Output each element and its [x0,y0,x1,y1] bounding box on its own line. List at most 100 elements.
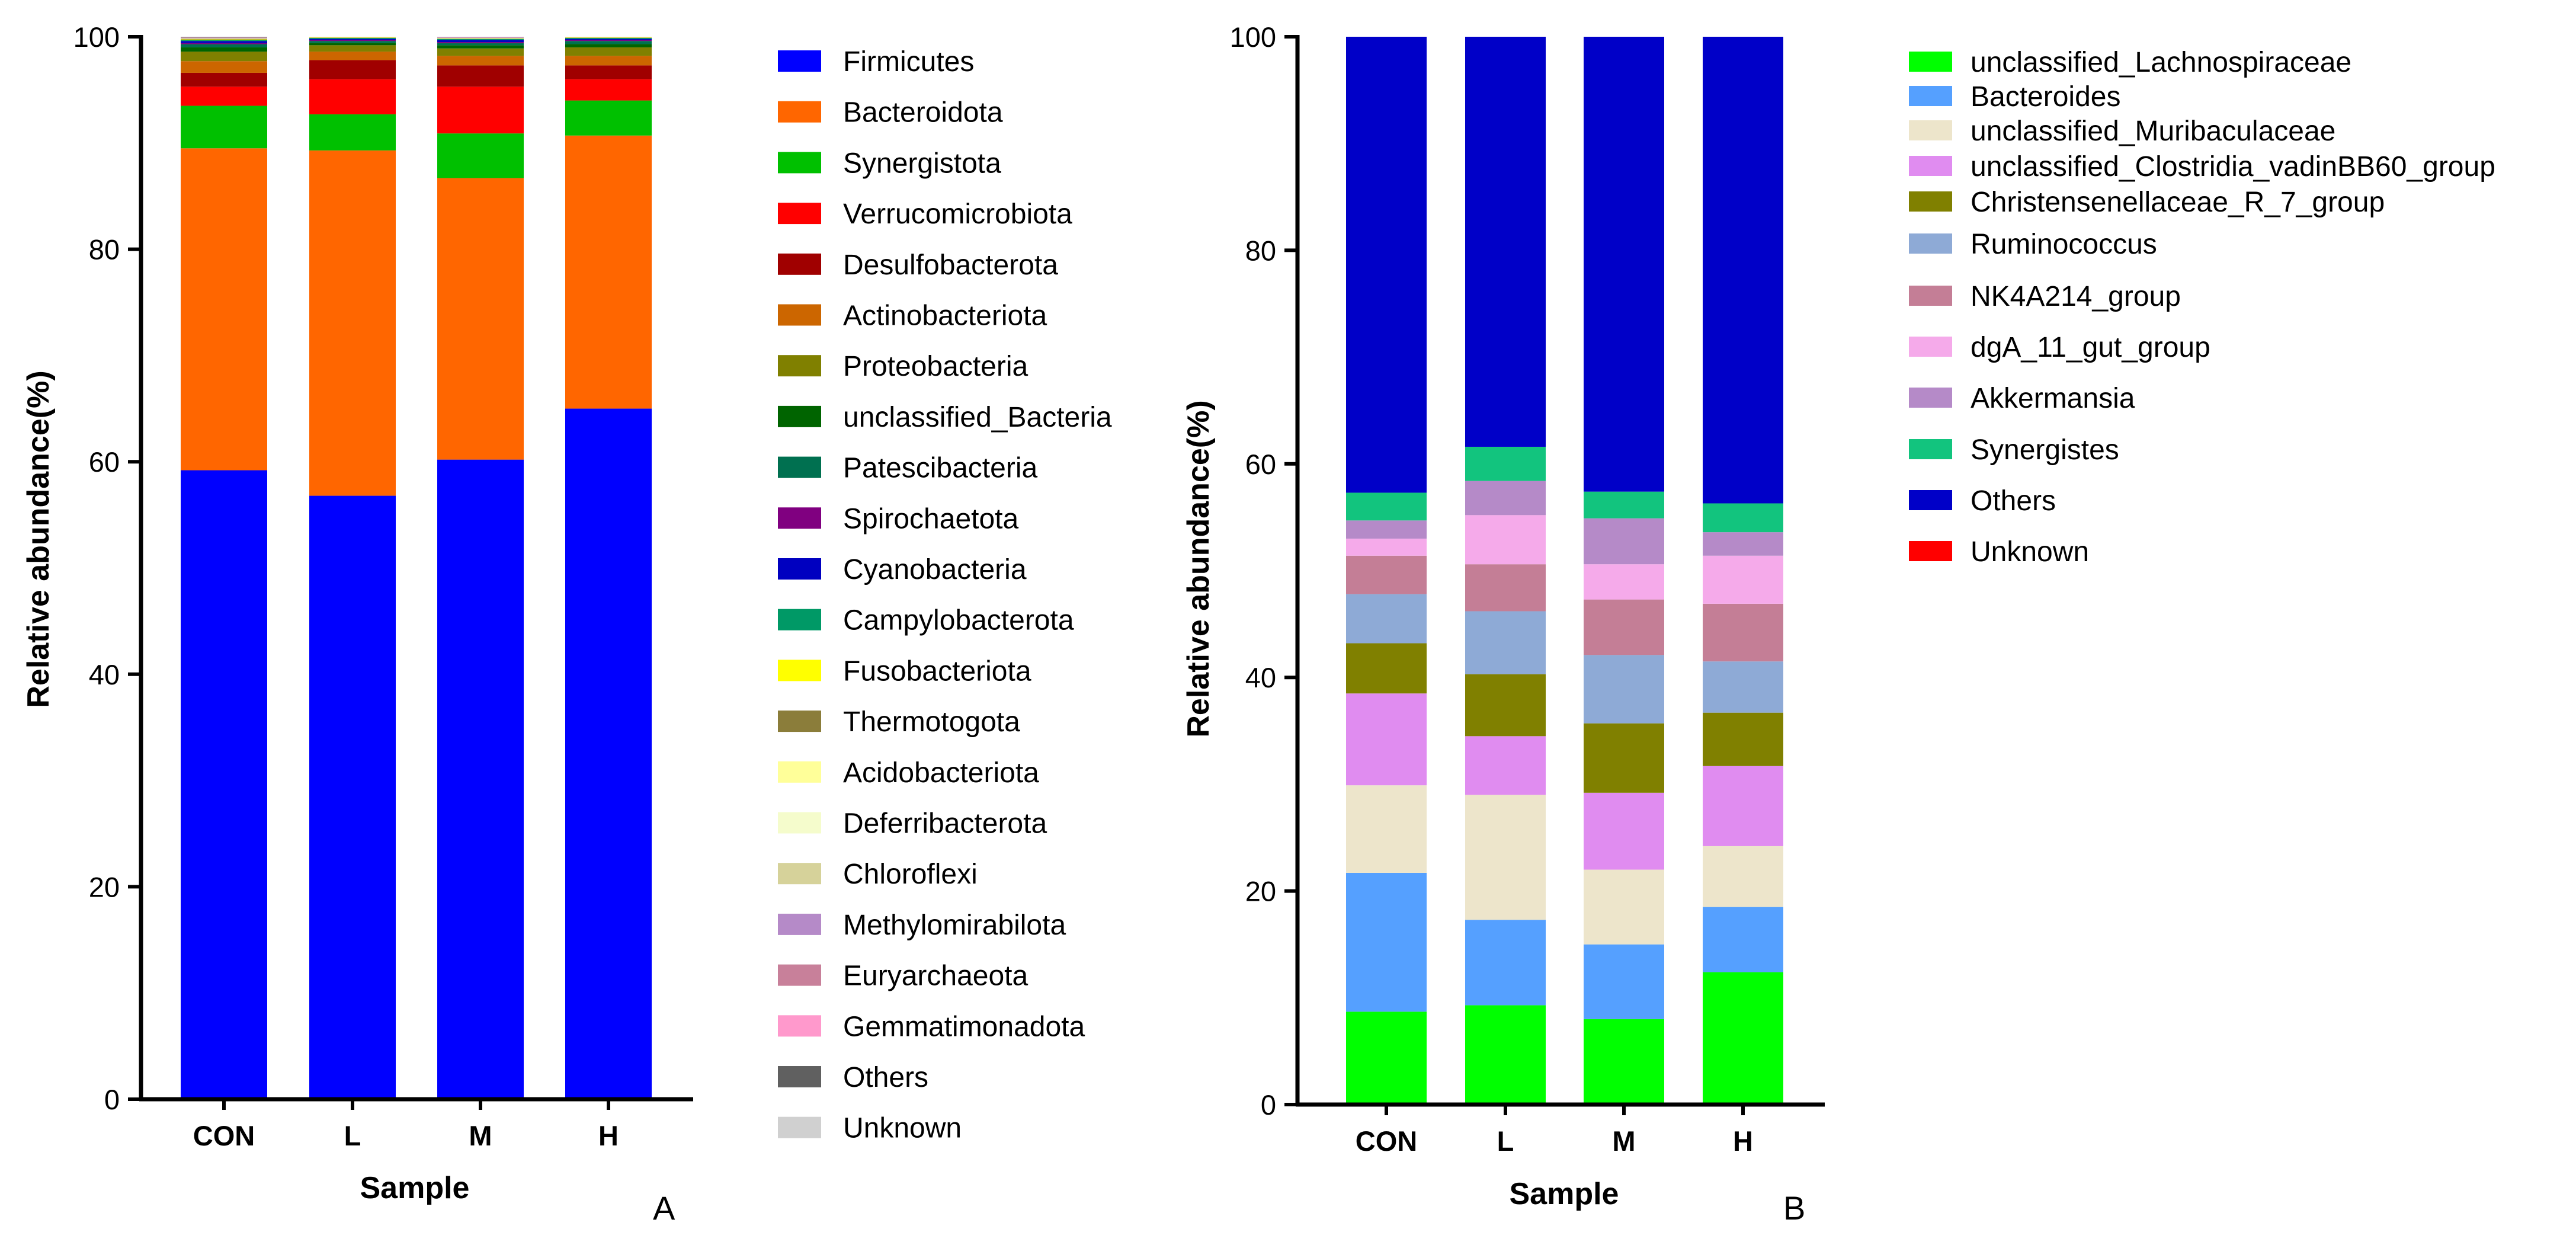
bar-segment-b-con-nk4a214-group [1346,555,1427,594]
bar-segment-b-con-ruminococcus [1346,594,1427,644]
legend-swatch-a-firmicutes [778,50,821,72]
legend-label-b-unclassified-clostridia-vadinbb60-group: unclassified_Clostridia_vadinBB60_group [1971,151,2495,183]
legend-swatch-a-patescibacteria [778,456,821,478]
bar-segment-a-con-patescibacteria [181,44,267,47]
legend-swatch-b-bacteroides [1909,86,1952,106]
y-tick-label-b-0: 0 [1261,1089,1276,1121]
bar-segment-b-l-ruminococcus [1465,611,1546,674]
legend-swatch-a-acidobacteriota [778,761,821,783]
bar-segment-a-con-campylobacterota [181,40,267,41]
bar-segment-a-l-actinobacteriota [309,52,396,60]
panel-b-xlabel: Sample [1510,1177,1619,1211]
bar-segment-a-l-acidobacteriota [309,37,396,38]
bar-segment-b-m-unclassified-clostridia-vadinbb60-group [1584,792,1664,870]
legend-label-b-nk4a214-group: NK4A214_group [1971,281,2181,312]
x-tick-label-b-h: H [1733,1125,1753,1157]
bar-segment-b-h-christensenellaceae-r-7-group [1703,712,1783,766]
bar-segment-a-h-desulfobacterota [565,65,652,79]
legend-swatch-b-synergistes [1909,439,1952,459]
y-tick-label-a-0: 0 [104,1084,120,1115]
bar-segment-a-h-fusobacteriota [565,37,652,38]
panel-a-xlabel: Sample [360,1171,470,1205]
legend-label-b-ruminococcus: Ruminococcus [1971,229,2157,260]
bar-segment-a-m-campylobacterota [437,39,524,40]
bar-segment-a-l-campylobacterota [309,37,396,39]
x-tick-label-b-m: M [1612,1125,1635,1157]
bar-segment-a-l-synergistota [309,114,396,151]
bar-segment-b-l-akkermansia [1465,481,1546,516]
bar-segment-b-con-dga-11-gut-group [1346,538,1427,556]
bar-segment-a-con-synergistota [181,105,267,149]
bar-segment-b-h-unclassified-muribaculaceae [1703,846,1783,907]
bar-segment-b-l-nk4a214-group [1465,564,1546,612]
y-tick-label-b-80: 80 [1245,235,1276,266]
bar-segment-b-m-unclassified-muribaculaceae [1584,869,1664,945]
bar-segment-a-h-unclassified-bacteria [565,44,652,47]
bar-segment-b-m-unclassified-lachnospiraceae [1584,1019,1664,1105]
panel-b-label: B [1783,1189,1805,1227]
legend-swatch-b-unclassified-clostridia-vadinbb60-group [1909,156,1952,176]
bar-segment-a-h-verrucomicrobiota [565,79,652,101]
bar-segment-a-h-cyanobacteria [565,39,652,40]
legend-label-a-synergistota: Synergistota [843,148,1001,179]
legend-swatch-b-unclassified-lachnospiraceae [1909,52,1952,72]
bar-segment-a-m-firmicutes [437,459,524,1099]
bar-segment-a-h-thermotogota [565,37,652,38]
bar-segment-b-m-ruminococcus [1584,655,1664,724]
panel-a-axes: CON L M H 0 20 40 60 80 100 [73,21,693,1151]
bar-segment-b-l-dga-11-gut-group [1465,515,1546,565]
legend-label-a-campylobacterota: Campylobacterota [843,605,1074,636]
x-tick-label-b-l: L [1497,1125,1514,1157]
panel-b-ylabel: Relative abundance(%) [1181,400,1216,737]
bar-segment-b-l-christensenellaceae-r-7-group [1465,674,1546,737]
bar-segment-b-m-synergistes [1584,491,1664,519]
panel-a-chart: CON L M H 0 20 40 60 80 100 Relative abundance(%)… [21,21,1112,1227]
bar-segment-b-h-others [1703,37,1783,504]
bar-segment-a-l-proteobacteria [309,45,396,52]
legend-label-a-firmicutes: Firmicutes [843,46,974,78]
y-tick-label-a-100: 100 [73,21,120,53]
legend-label-b-unknown: Unknown [1971,536,2089,568]
bar-segment-b-l-unclassified-clostridia-vadinbb60-group [1465,736,1546,795]
legend-swatch-b-dga-11-gut-group [1909,337,1952,357]
legend-label-b-dga-11-gut-group: dgA_11_gut_group [1971,332,2210,363]
bar-segment-a-h-spirochaetota [565,40,652,41]
x-tick-label-a-m: M [469,1120,492,1151]
bar-segment-b-con-unclassified-muribaculaceae [1346,785,1427,873]
bar-segment-a-h-proteobacteria [565,47,652,56]
bar-segment-b-h-dga-11-gut-group [1703,555,1783,604]
legend-swatch-a-euryarchaeota [778,964,821,986]
bar-segment-a-m-gemmatimonadota [437,37,524,38]
bar-segment-a-m-chloroflexi [437,37,524,39]
bar-segment-b-m-christensenellaceae-r-7-group [1584,723,1664,793]
bar-segment-b-con-synergistes [1346,492,1427,521]
bar-segment-b-l-unclassified-muribaculaceae [1465,795,1546,920]
bar-segment-a-l-thermotogota [309,37,396,38]
bar-segment-a-m-verrucomicrobiota [437,87,524,134]
legend-swatch-a-methylomirabilota [778,913,821,935]
bar-segment-a-con-bacteroidota [181,148,267,471]
bar-segment-a-con-unclassified-bacteria [181,47,267,52]
bar-segment-b-h-bacteroides [1703,907,1783,972]
bar-segment-a-con-cyanobacteria [181,41,267,43]
legend-label-a-deferribacterota: Deferribacterota [843,808,1047,840]
bar-segment-b-l-unclassified-lachnospiraceae [1465,1005,1546,1105]
panel-a-label: A [653,1189,675,1227]
bar-segment-a-con-euryarchaeota [181,37,267,39]
bar-segment-b-h-unclassified-lachnospiraceae [1703,972,1783,1105]
bar-segment-a-con-fusobacteriota [181,39,267,40]
bar-segment-b-l-synergistes [1465,446,1546,481]
bar-segment-a-con-proteobacteria [181,52,267,62]
bar-segment-a-l-unclassified-bacteria [309,43,396,46]
bar-segment-a-l-desulfobacterota [309,60,396,79]
bar-segment-b-m-bacteroides [1584,944,1664,1019]
bar-segment-b-h-ruminococcus [1703,661,1783,713]
legend-swatch-a-deferribacterota [778,812,821,834]
legend-swatch-b-unclassified-muribaculaceae [1909,120,1952,140]
legend-label-a-patescibacteria: Patescibacteria [843,453,1037,484]
bar-segment-b-h-nk4a214-group [1703,603,1783,662]
bar-segment-b-con-unclassified-lachnospiraceae [1346,1012,1427,1105]
legend-label-a-spirochaetota: Spirochaetota [843,503,1019,535]
bar-segment-a-con-verrucomicrobiota [181,87,267,106]
